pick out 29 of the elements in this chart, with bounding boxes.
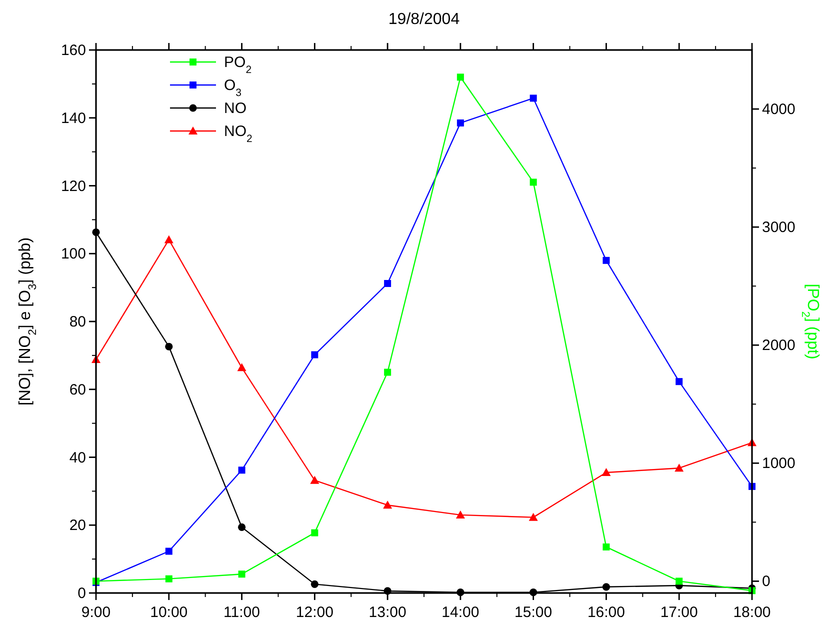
y2-tick-label: 1000	[762, 455, 796, 472]
y2-tick-label: 4000	[762, 101, 796, 118]
x-tick-label: 15:00	[514, 604, 552, 621]
x-tick-label: 13:00	[368, 604, 406, 621]
legend-label: NO$_{2}$	[224, 123, 252, 145]
x-tick-label: 16:00	[587, 604, 625, 621]
y-tick-label: 160	[60, 42, 86, 59]
y2-tick-label: 2000	[762, 337, 796, 354]
x-tick-label: 14:00	[442, 604, 480, 621]
y-tick-label: 0	[78, 585, 86, 602]
y2-tick-label: 3000	[762, 219, 796, 236]
legend-label: NO	[224, 100, 246, 117]
y-tick-label: 100	[60, 246, 86, 263]
y-tick-label: 80	[69, 314, 86, 330]
y-tick-label: 60	[69, 381, 86, 398]
x-tick-label: 18:00	[733, 604, 771, 621]
x-tick-label: 12:00	[296, 604, 334, 621]
y2-tick-label: 0	[762, 573, 770, 590]
legend-label: O$_{3}$	[224, 77, 242, 99]
y-tick-label: 120	[60, 178, 86, 195]
y-tick-label: 40	[69, 449, 86, 466]
x-tick-label: 10:00	[150, 604, 188, 621]
x-tick-label: 11:00	[224, 604, 260, 621]
y-tick-label: 20	[69, 517, 86, 534]
x-tick-label: 9:00	[81, 604, 111, 621]
chart-title: 19/8/2004	[388, 11, 460, 28]
x-tick-label: 17:00	[660, 604, 698, 621]
y-tick-label: 140	[60, 110, 86, 127]
legend-label: PO$_{2}$	[224, 54, 252, 76]
